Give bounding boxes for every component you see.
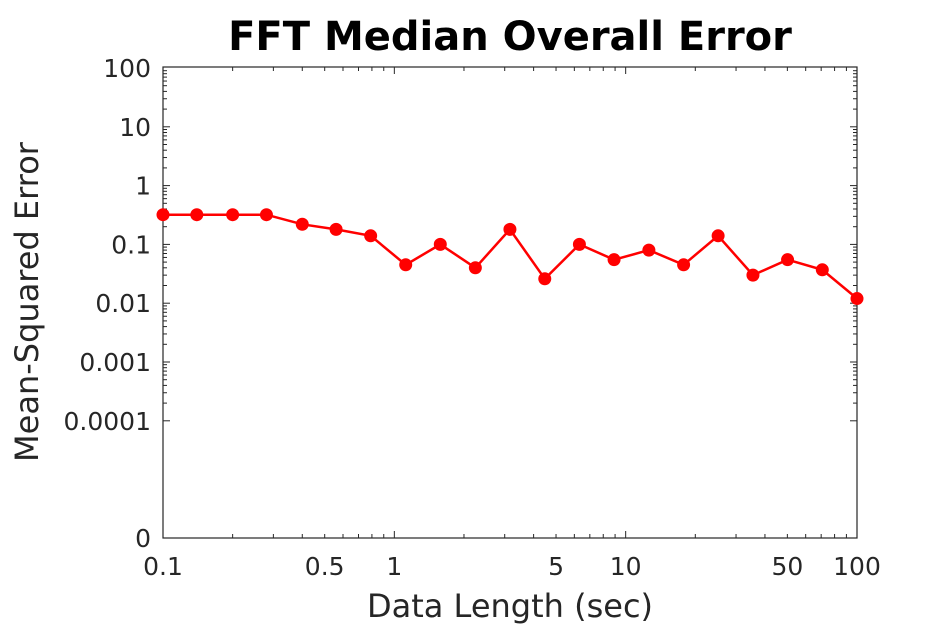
y-tick-label: 0.001 (79, 348, 151, 377)
data-point (399, 258, 413, 272)
chart-title: FFT Median Overall Error (228, 14, 792, 60)
x-tick-label: 1 (386, 552, 402, 581)
y-tick-label: 1 (135, 172, 151, 201)
data-point (642, 243, 656, 257)
data-point (468, 261, 482, 275)
data-point (711, 229, 725, 243)
plot-area: 0.1 0.5 1 5 10 50 100 100 10 1 0.1 0.01 0.001 0.0001 0 (64, 54, 881, 581)
data-point (329, 222, 343, 236)
data-point (364, 229, 378, 243)
data-point (850, 292, 864, 306)
x-tick-label: 0.1 (143, 552, 183, 581)
data-point (156, 208, 170, 222)
data-point (815, 263, 829, 277)
y-tick-label: 0 (135, 524, 151, 553)
y-tick-label: 100 (103, 54, 151, 83)
data-point (259, 208, 273, 222)
data-point (226, 208, 240, 222)
x-tick-label: 0.5 (305, 552, 345, 581)
x-tick-label: 5 (548, 552, 564, 581)
y-tick-label: 0.01 (95, 289, 151, 318)
data-point (433, 237, 447, 251)
y-tick-label: 0.0001 (64, 407, 151, 436)
data-point (190, 208, 204, 222)
data-point (538, 272, 552, 286)
data-point (503, 222, 517, 236)
plot-frame (162, 66, 858, 539)
y-tick-label: 10 (119, 113, 151, 142)
data-point (572, 237, 586, 251)
x-axis-label: Data Length (sec) (367, 587, 653, 625)
y-tick-label: 0.1 (111, 230, 151, 259)
data-point (677, 258, 691, 272)
data-point (746, 268, 760, 282)
x-tick-label: 50 (771, 552, 803, 581)
data-point (295, 217, 309, 231)
y-axis-label: Mean-Squared Error (8, 141, 46, 462)
data-point (781, 253, 795, 267)
data-point (607, 253, 621, 267)
x-tick-label: 100 (833, 552, 881, 581)
x-tick-label: 10 (610, 552, 642, 581)
